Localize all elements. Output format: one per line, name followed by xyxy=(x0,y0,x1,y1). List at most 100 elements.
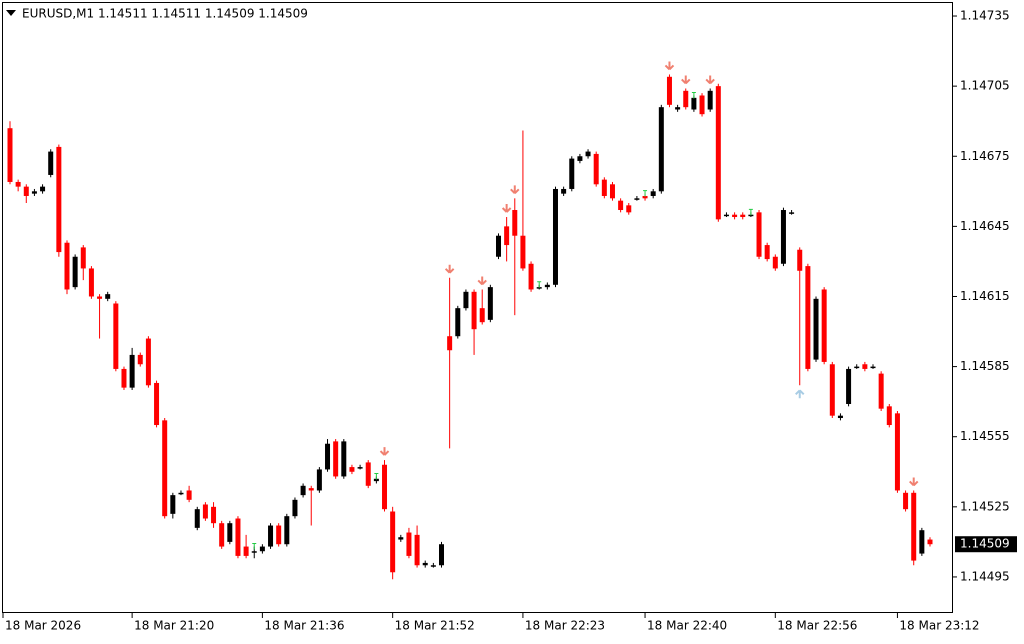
candle-body xyxy=(927,539,933,545)
candle-body xyxy=(333,441,339,477)
candle-body xyxy=(211,506,217,524)
candle-body xyxy=(341,441,347,477)
menu-triangle[interactable] xyxy=(6,10,16,16)
candle-body xyxy=(862,364,868,369)
signal-mark xyxy=(748,208,753,216)
candle-body xyxy=(227,523,233,542)
candle-body xyxy=(504,226,510,246)
candle-body xyxy=(479,308,485,323)
y-tick-label: 1.14645 xyxy=(960,219,1010,233)
chart-header: EURUSD,M1 1.14511 1.14511 1.14509 1.1450… xyxy=(22,7,308,21)
y-tick-label: 1.14705 xyxy=(960,79,1010,93)
candle-body xyxy=(325,443,331,470)
candle-body xyxy=(219,523,225,547)
buy-arrow xyxy=(795,389,805,399)
candle-body xyxy=(805,266,811,369)
candle-body xyxy=(202,504,208,519)
candle-body xyxy=(593,153,599,185)
sell-arrow xyxy=(444,264,455,274)
candle-body xyxy=(48,151,54,175)
candle-body xyxy=(284,516,290,545)
candle-body xyxy=(683,90,689,108)
candle-body xyxy=(829,364,835,416)
sell-arrow xyxy=(681,75,691,85)
x-tick-label: 18 Mar 22:40 xyxy=(647,619,727,633)
y-tick-label: 1.14495 xyxy=(960,569,1010,583)
candle-body xyxy=(699,95,705,115)
candle-body xyxy=(463,291,469,309)
candle-body xyxy=(365,462,371,486)
candle-body xyxy=(373,478,379,482)
candle-body xyxy=(789,212,795,214)
candle-body xyxy=(414,534,420,566)
candle-body xyxy=(406,532,412,556)
sell-arrow xyxy=(664,61,675,71)
signal-mark xyxy=(691,91,696,99)
candle-body xyxy=(268,525,274,547)
candle-body xyxy=(870,366,876,369)
candle-body xyxy=(536,287,542,289)
candle-body xyxy=(7,128,13,182)
candle-body xyxy=(601,179,607,196)
candle-body xyxy=(894,413,900,491)
candle-body xyxy=(170,495,176,514)
candle-body xyxy=(357,467,363,469)
candle-body xyxy=(15,181,21,187)
candle-body xyxy=(552,188,558,285)
candle-body xyxy=(732,214,738,218)
candle-body xyxy=(666,76,672,105)
candle-body xyxy=(145,338,151,386)
last-price-label: 1.14509 xyxy=(960,537,1010,551)
candle-body xyxy=(137,354,143,365)
candle-body xyxy=(88,268,94,297)
candle-body xyxy=(316,469,322,491)
candle-body xyxy=(276,525,282,545)
candle-body xyxy=(626,205,632,213)
candle-body xyxy=(186,490,192,500)
candle-body xyxy=(430,565,436,567)
x-tick-label: 18 Mar 21:52 xyxy=(395,619,475,633)
y-tick-label: 1.14675 xyxy=(960,149,1010,163)
candle-body xyxy=(886,406,892,426)
candle-body xyxy=(520,235,526,269)
candle-body xyxy=(105,294,111,299)
x-tick-label: 18 Mar 21:20 xyxy=(134,619,214,633)
candle-body xyxy=(178,492,184,495)
candle-body xyxy=(308,488,314,491)
candle-body xyxy=(349,467,355,472)
sell-arrow xyxy=(477,276,487,286)
last-price-box xyxy=(955,536,1017,553)
candle-body xyxy=(797,249,803,271)
candle-body xyxy=(129,354,135,388)
candle-body xyxy=(561,188,567,194)
candle-body xyxy=(455,308,461,337)
candle-body xyxy=(618,200,624,211)
sell-arrow xyxy=(510,185,520,195)
candle-body xyxy=(495,235,501,257)
signal-mark xyxy=(643,190,648,197)
candle-body xyxy=(40,186,46,192)
x-tick-label: 18 Mar 21:36 xyxy=(264,619,344,633)
candle-body xyxy=(64,242,70,290)
candle-body xyxy=(113,303,119,369)
candle-body xyxy=(72,256,78,288)
candle-body xyxy=(544,284,550,288)
candle-body xyxy=(764,245,770,260)
candle-body xyxy=(390,511,396,573)
candle-body xyxy=(715,86,721,220)
candle-body xyxy=(756,212,762,257)
candle-body xyxy=(634,198,640,200)
candle-body xyxy=(723,214,729,217)
candle-body xyxy=(471,291,477,330)
y-tick-label: 1.14615 xyxy=(960,289,1010,303)
candle-body xyxy=(675,107,681,110)
candle-body xyxy=(154,382,160,426)
plot-frame xyxy=(2,2,953,613)
candle-body xyxy=(251,551,257,553)
candle-body xyxy=(780,210,786,264)
candle-body xyxy=(97,296,103,299)
candle-body xyxy=(439,544,445,566)
candle-body xyxy=(259,546,265,552)
sell-arrow xyxy=(501,204,512,213)
